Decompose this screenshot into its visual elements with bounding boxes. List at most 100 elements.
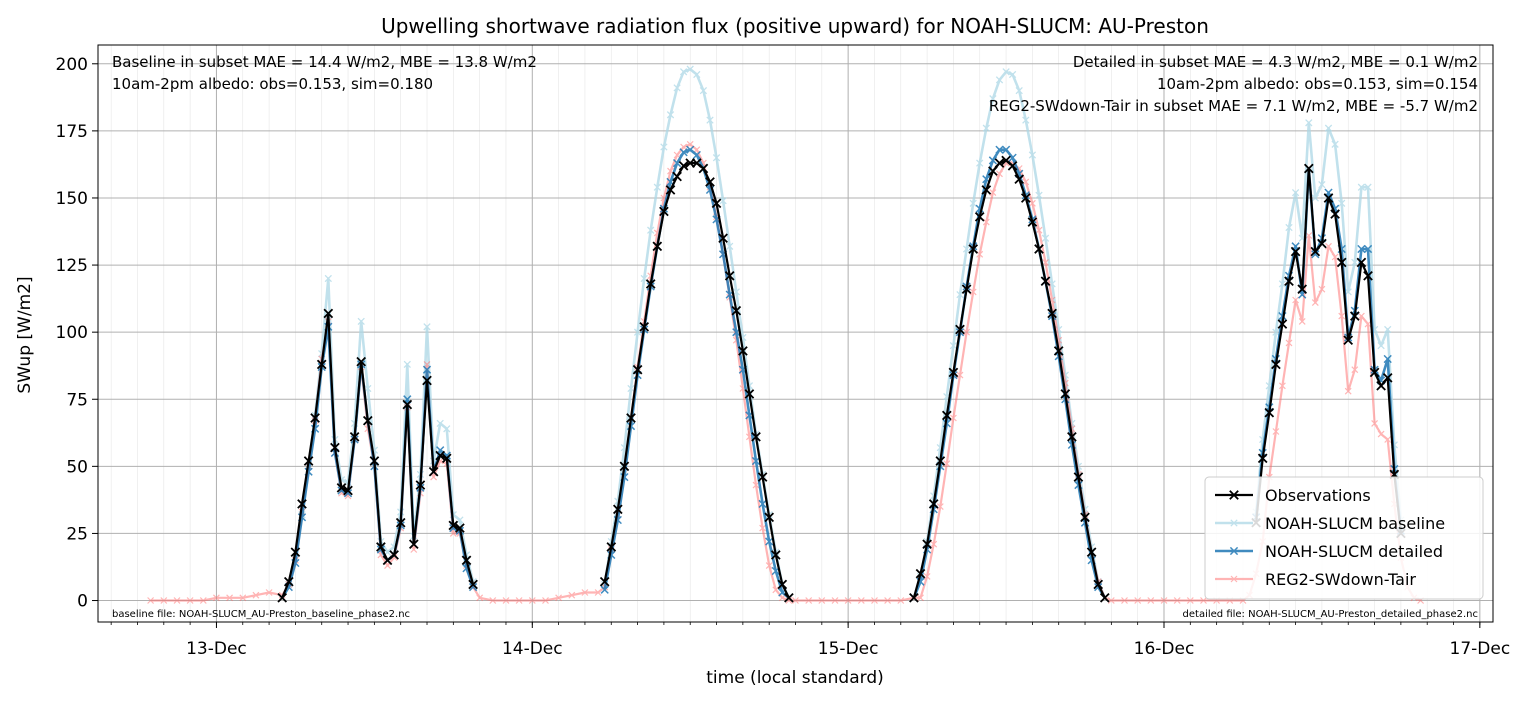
data-point <box>778 594 786 602</box>
data-point <box>1041 234 1050 242</box>
data-point <box>310 413 320 423</box>
y-tick-label: 125 <box>56 256 88 276</box>
data-point <box>962 245 971 253</box>
data-point <box>1311 299 1319 307</box>
data-point <box>461 555 472 566</box>
data-point <box>297 499 307 509</box>
y-tick-label: 25 <box>66 524 88 544</box>
y-tick-label: 75 <box>66 390 88 410</box>
data-point <box>428 466 439 477</box>
data-point <box>1336 257 1347 268</box>
data-point <box>968 244 979 254</box>
data-point <box>1377 430 1385 438</box>
baseline-albedo-annotation: 10am-2pm albedo: obs=0.153, sim=0.180 <box>112 75 433 93</box>
data-point <box>627 384 635 393</box>
data-point <box>443 425 451 433</box>
data-point <box>699 86 708 95</box>
data-point <box>1264 407 1275 418</box>
data-point <box>672 171 682 182</box>
data-point <box>330 442 340 453</box>
data-point <box>930 540 938 548</box>
data-point <box>923 572 931 580</box>
data-point <box>963 328 971 336</box>
data-point <box>1351 366 1359 374</box>
data-point <box>1371 419 1379 427</box>
x-tick-label: 15-Dec <box>818 639 879 659</box>
data-point <box>389 550 399 560</box>
data-point <box>1035 191 1043 199</box>
data-point <box>680 143 688 151</box>
data-point <box>1007 160 1018 171</box>
data-point <box>752 481 760 489</box>
data-point <box>1027 217 1038 227</box>
data-point <box>1290 246 1301 257</box>
data-point <box>1384 436 1392 443</box>
data-point <box>770 550 781 560</box>
data-point <box>542 597 549 604</box>
data-point <box>369 456 380 466</box>
data-point <box>1015 86 1023 95</box>
data-point <box>1047 308 1057 319</box>
detailed-stats-annotation: Detailed in subset MAE = 4.3 W/m2, MBE =… <box>1073 53 1478 71</box>
data-point <box>1008 70 1017 79</box>
data-point <box>693 146 701 154</box>
data-point <box>1278 280 1287 288</box>
legend-label: REG2-SWdown-Tair <box>1265 570 1416 589</box>
data-point <box>160 597 168 604</box>
data-point <box>884 597 892 604</box>
data-point <box>757 472 768 482</box>
data-point <box>897 597 905 604</box>
data-point <box>468 582 478 592</box>
data-point <box>935 456 946 466</box>
data-point <box>1325 242 1332 250</box>
legend: Observations NOAH-SLUCM baseline NOAH-SLUC… <box>1204 476 1484 600</box>
data-point <box>1369 367 1380 378</box>
data-point <box>415 480 426 490</box>
y-tick-label: 100 <box>56 323 88 343</box>
data-point <box>711 198 722 209</box>
data-point <box>765 562 773 570</box>
data-point <box>1363 270 1373 281</box>
data-point <box>1318 180 1326 189</box>
chart-title: Upwelling shortwave radiation flux (posi… <box>381 14 1209 38</box>
data-point <box>1331 140 1339 148</box>
data-point <box>1200 597 1207 604</box>
data-point <box>265 589 273 596</box>
data-point <box>1160 597 1168 604</box>
data-point <box>1351 258 1359 267</box>
data-point <box>343 485 353 496</box>
data-point <box>751 456 761 466</box>
data-point <box>1272 428 1280 435</box>
data-point <box>599 576 610 587</box>
data-point <box>871 597 878 604</box>
data-point <box>1173 597 1181 604</box>
data-point <box>402 399 413 410</box>
data-point <box>989 95 997 103</box>
axes-layer: 13-Dec 14-Dec 15-Dec 16-Dec 17-Dec 0 25 50 75 100… <box>56 55 1511 659</box>
series-observations <box>277 155 1406 603</box>
data-point <box>647 226 655 234</box>
data-point <box>619 461 630 472</box>
data-point <box>436 419 444 428</box>
data-point <box>686 145 695 154</box>
x-tick-label: 17-Dec <box>1450 639 1511 659</box>
data-point <box>956 371 964 379</box>
data-point <box>1278 382 1286 390</box>
data-point <box>666 111 675 119</box>
data-point <box>476 594 484 602</box>
data-point <box>996 170 1003 178</box>
data-point <box>528 597 536 604</box>
data-point <box>1060 389 1071 399</box>
data-point <box>777 579 788 590</box>
data-point <box>1277 319 1288 329</box>
data-point <box>1305 119 1313 127</box>
data-point <box>1107 597 1115 604</box>
data-point <box>364 384 372 393</box>
data-point <box>1338 199 1346 207</box>
data-point <box>969 288 977 296</box>
data-point <box>349 431 360 442</box>
data-point <box>915 568 926 579</box>
data-point <box>626 413 636 423</box>
data-point <box>239 594 247 602</box>
legend-label: NOAH-SLUCM detailed <box>1265 542 1443 561</box>
